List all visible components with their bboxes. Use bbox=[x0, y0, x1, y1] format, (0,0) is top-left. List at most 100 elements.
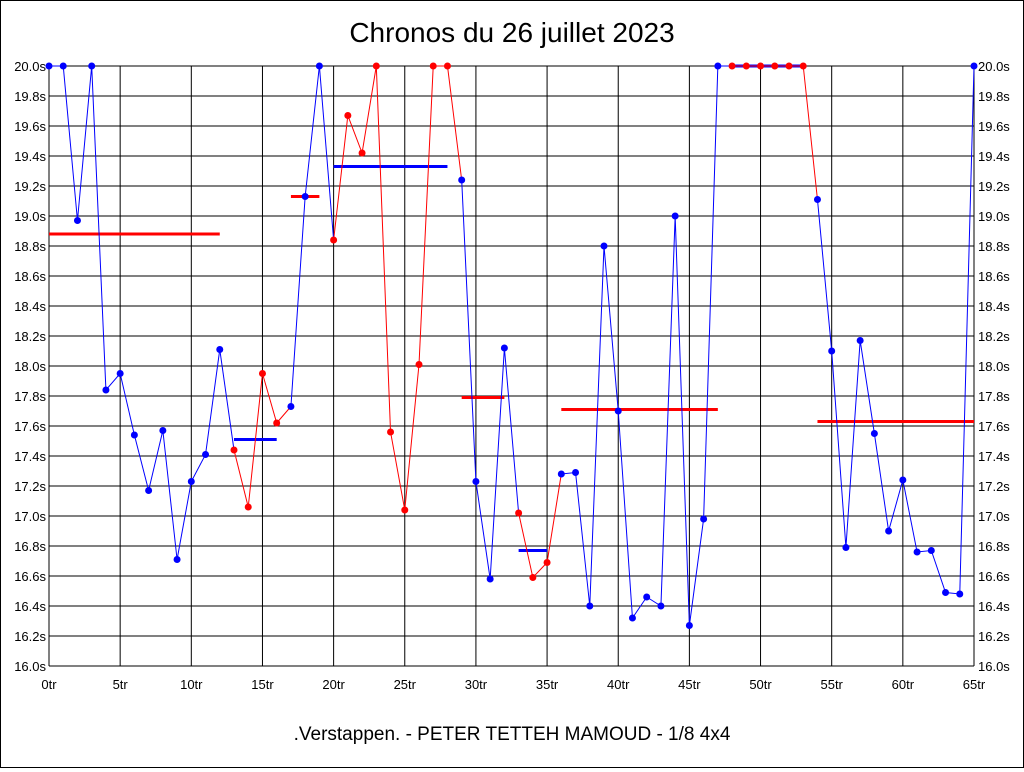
x-tick-label: 20tr bbox=[322, 677, 345, 692]
y-tick-label: 17.2s bbox=[14, 479, 46, 494]
series-connector bbox=[546, 473, 562, 563]
data-point bbox=[899, 476, 907, 484]
x-tick-label: 65tr bbox=[963, 677, 986, 692]
y-tick-label: 16.8s bbox=[14, 539, 46, 554]
x-tick-label: 25tr bbox=[394, 677, 417, 692]
data-point bbox=[244, 503, 252, 511]
data-point bbox=[956, 590, 964, 598]
data-point bbox=[443, 62, 451, 70]
y-tick-label-right: 18.8s bbox=[978, 239, 1010, 254]
data-point bbox=[614, 407, 622, 415]
y-tick-label-right: 19.2s bbox=[978, 179, 1010, 194]
y-tick-label: 17.8s bbox=[14, 389, 46, 404]
y-tick-label-right: 17.6s bbox=[978, 419, 1010, 434]
y-tick-label: 16.4s bbox=[14, 599, 46, 614]
data-point bbox=[543, 559, 551, 566]
series-line bbox=[233, 373, 278, 508]
y-tick-label: 19.0s bbox=[14, 209, 46, 224]
x-tick-label: 0tr bbox=[41, 677, 57, 692]
data-point bbox=[202, 451, 210, 458]
data-point bbox=[344, 112, 352, 119]
data-point bbox=[714, 62, 722, 70]
series-line bbox=[333, 65, 448, 511]
y-tick-label-right: 16.8s bbox=[978, 539, 1010, 554]
x-tick-label: 30tr bbox=[465, 677, 488, 692]
data-point bbox=[358, 149, 366, 157]
x-tick-label: 60tr bbox=[892, 677, 915, 692]
data-point bbox=[230, 446, 238, 454]
data-point bbox=[301, 193, 309, 200]
series-connector bbox=[503, 347, 520, 514]
y-tick-label: 18.8s bbox=[14, 239, 46, 254]
series-connector bbox=[446, 65, 463, 181]
x-tick-label: 10tr bbox=[180, 677, 203, 692]
data-point bbox=[572, 469, 580, 476]
data-point bbox=[600, 242, 608, 250]
data-point bbox=[856, 337, 864, 344]
data-point bbox=[102, 386, 110, 394]
data-point bbox=[401, 506, 409, 514]
data-point bbox=[700, 515, 708, 523]
y-tick-label: 17.0s bbox=[14, 509, 46, 524]
data-point bbox=[372, 62, 380, 70]
data-point bbox=[500, 344, 508, 352]
y-tick-label: 17.6s bbox=[14, 419, 46, 434]
y-tick-label-right: 16.0s bbox=[978, 659, 1010, 674]
y-tick-label-right: 19.8s bbox=[978, 89, 1010, 104]
data-point bbox=[315, 62, 323, 70]
data-point bbox=[173, 556, 181, 563]
data-point bbox=[258, 370, 266, 377]
y-tick-label: 20.0s bbox=[14, 59, 46, 74]
data-point bbox=[159, 427, 167, 434]
data-point bbox=[415, 361, 423, 368]
data-point bbox=[628, 614, 636, 622]
y-tick-label-right: 18.6s bbox=[978, 269, 1010, 284]
data-point bbox=[828, 347, 836, 355]
data-point bbox=[472, 478, 480, 485]
data-point bbox=[273, 419, 281, 427]
y-tick-label-right: 17.0s bbox=[978, 509, 1010, 524]
data-point bbox=[942, 589, 950, 596]
data-point bbox=[429, 62, 437, 70]
y-tick-label-right: 19.6s bbox=[978, 119, 1010, 134]
x-tick-label: 35tr bbox=[536, 677, 559, 692]
series-line bbox=[290, 65, 320, 407]
chart-title: Chronos du 26 juillet 2023 bbox=[349, 17, 675, 48]
data-point bbox=[913, 548, 921, 556]
data-point bbox=[486, 575, 494, 583]
y-tick-label-right: 17.2s bbox=[978, 479, 1010, 494]
series-connector bbox=[318, 65, 335, 241]
data-point bbox=[785, 62, 793, 70]
y-tick-label-right: 19.0s bbox=[978, 209, 1010, 224]
y-tick-label: 19.2s bbox=[14, 179, 46, 194]
data-point bbox=[643, 593, 651, 601]
y-tick-label-right: 18.0s bbox=[978, 359, 1010, 374]
data-point bbox=[657, 602, 665, 610]
y-tick-label-right: 16.6s bbox=[978, 569, 1010, 584]
data-point bbox=[842, 544, 850, 551]
data-point bbox=[927, 547, 935, 554]
x-tick-label: 55tr bbox=[820, 677, 843, 692]
data-point bbox=[59, 62, 67, 70]
x-tick-label: 50tr bbox=[749, 677, 772, 692]
data-point bbox=[742, 62, 750, 70]
y-tick-label: 16.6s bbox=[14, 569, 46, 584]
data-point bbox=[130, 431, 138, 439]
y-tick-label: 18.4s bbox=[14, 299, 46, 314]
data-point bbox=[330, 236, 338, 244]
data-point bbox=[757, 62, 765, 70]
data-point bbox=[671, 212, 679, 220]
y-tick-label: 19.4s bbox=[14, 149, 46, 164]
series-line bbox=[49, 65, 221, 560]
data-point bbox=[799, 62, 807, 70]
data-point bbox=[885, 527, 893, 535]
data-point bbox=[529, 574, 537, 581]
y-tick-label: 19.6s bbox=[14, 119, 46, 134]
data-point bbox=[387, 428, 395, 436]
x-tick-label: 15tr bbox=[251, 677, 274, 692]
data-point bbox=[88, 62, 96, 70]
y-tick-label-right: 17.8s bbox=[978, 389, 1010, 404]
y-tick-label: 18.2s bbox=[14, 329, 46, 344]
